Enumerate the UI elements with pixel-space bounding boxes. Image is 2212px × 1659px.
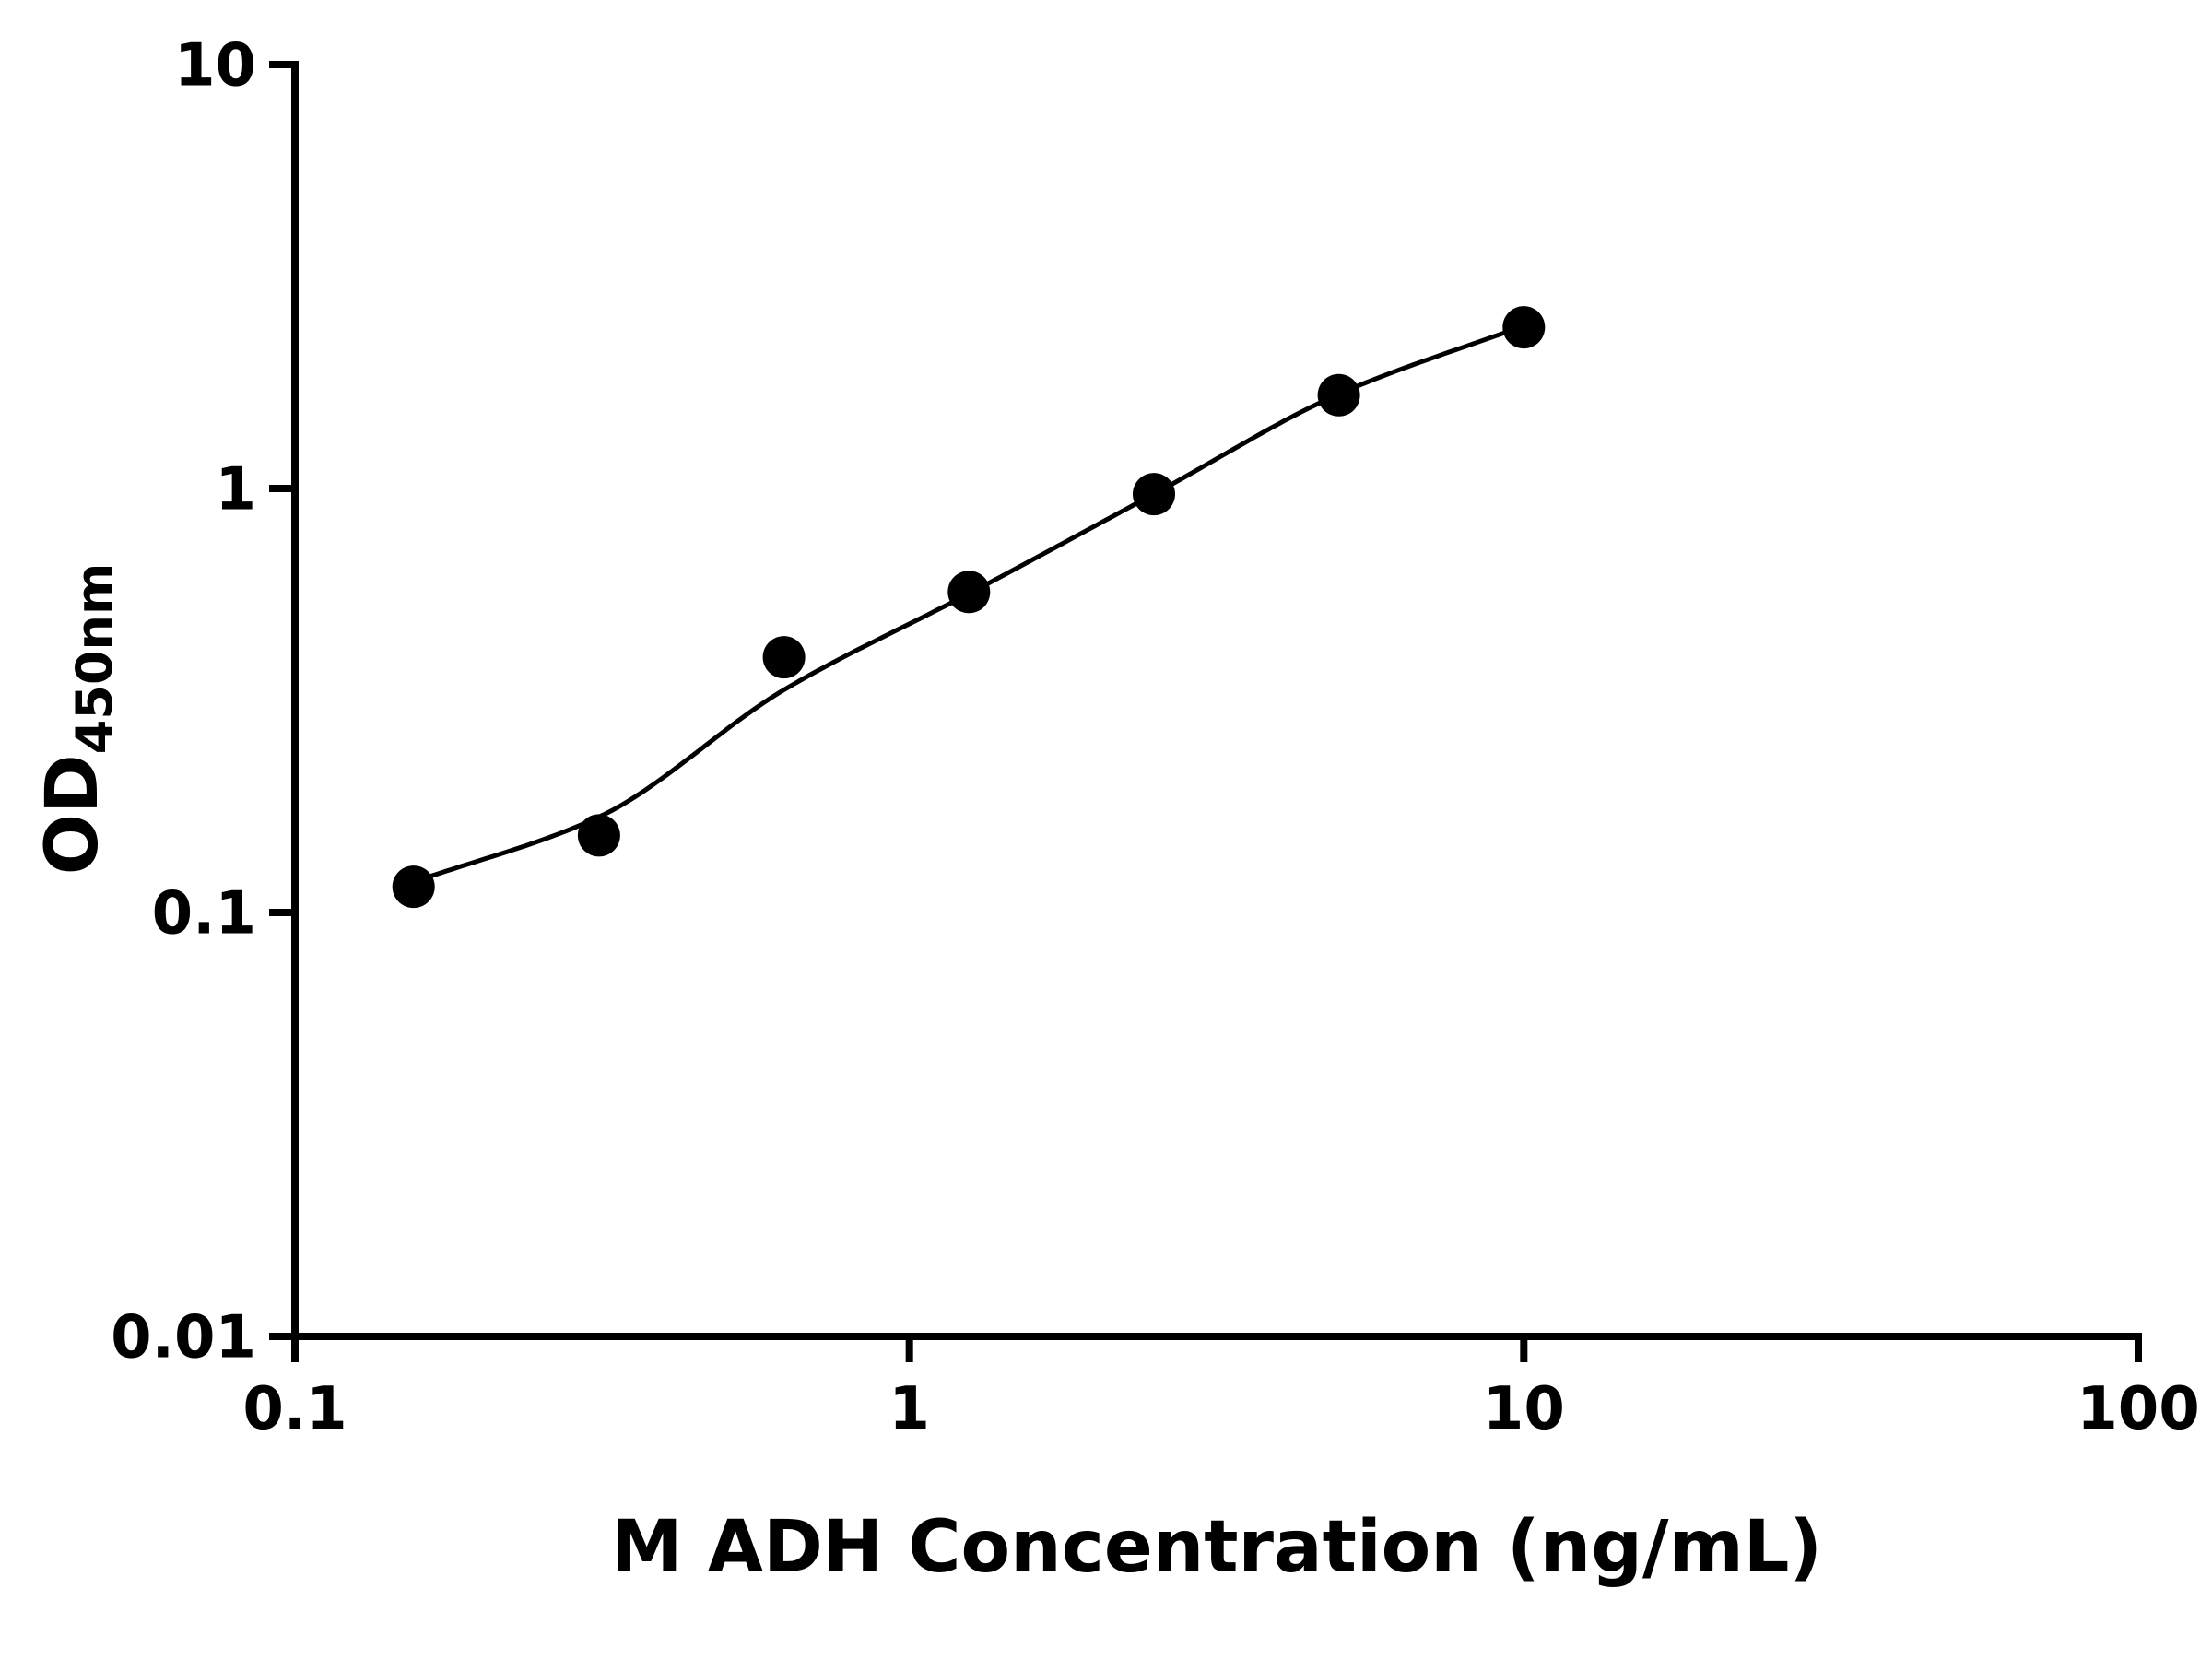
data-point [1317, 373, 1360, 417]
x-axis-title: M ADH Concentration (ng/mL) [611, 1506, 1822, 1589]
data-point [392, 865, 435, 909]
x-tick-label: 0.1 [242, 1375, 347, 1443]
data-point [947, 571, 991, 614]
y-tick-label: 10 [174, 31, 256, 100]
x-tick-label: 100 [2077, 1375, 2200, 1443]
y-axis-title: OD450nm [31, 563, 124, 876]
y-tick-label: 1 [215, 455, 256, 524]
y-tick-label: 0.01 [111, 1303, 256, 1371]
data-point [577, 814, 620, 857]
x-tick-label: 10 [1483, 1375, 1565, 1443]
data-point [1133, 473, 1175, 516]
x-tick-label: 1 [888, 1375, 930, 1443]
data-point [762, 636, 806, 679]
data-point [1502, 306, 1546, 349]
y-tick-label: 0.1 [152, 879, 256, 947]
